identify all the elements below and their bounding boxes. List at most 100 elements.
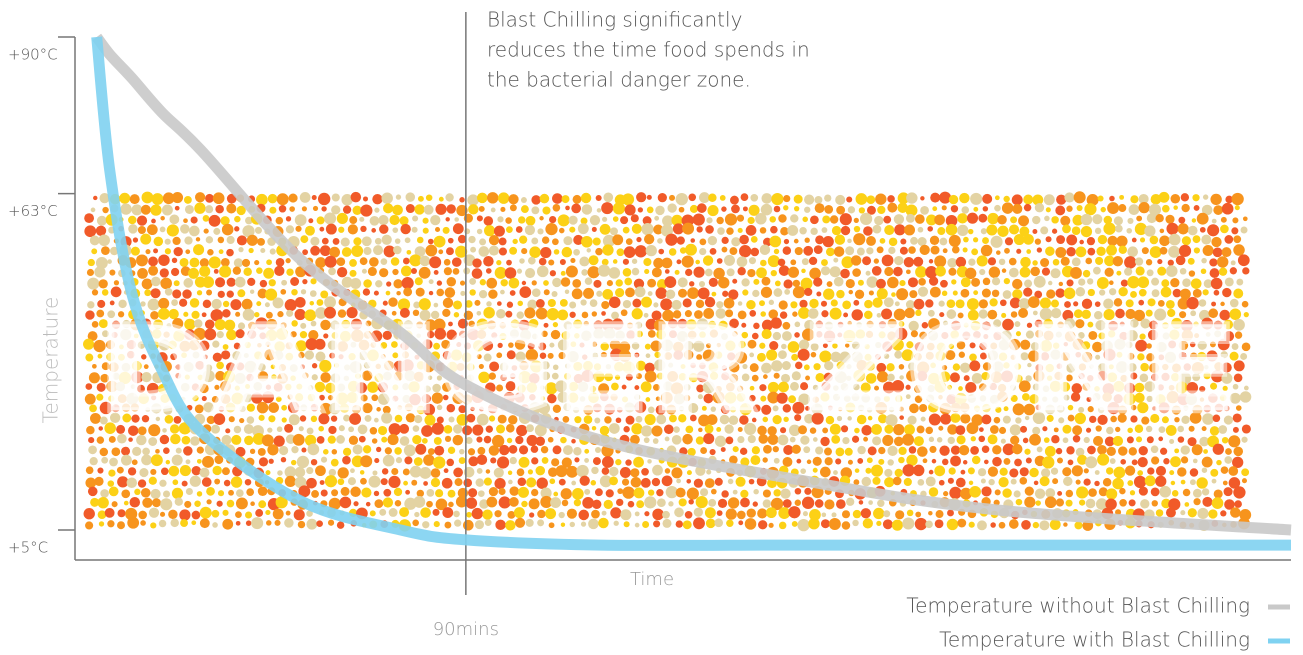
zone-dot [87,301,94,308]
zone-dot [291,446,298,453]
zone-dot [1086,499,1096,509]
zone-dot [813,277,822,286]
zone-dot [745,518,757,530]
zone-dot [495,520,505,530]
zone-dot [222,224,234,236]
zone-dot [369,476,381,488]
zone-dot [442,478,453,489]
zone-dot [238,247,243,252]
zone-dot [218,490,224,496]
zone-dot [783,457,793,467]
zone-dot [362,269,367,274]
zone-dot [477,229,482,234]
zone-dot [904,224,915,235]
zone-dot [215,205,224,214]
zone-dot [1240,353,1247,360]
zone-dot [1201,235,1211,245]
zone-dot [1192,218,1196,222]
zone-dot [852,520,858,526]
zone-dot [823,289,834,300]
zone-dot [1072,226,1081,235]
zone-dot [1032,260,1037,265]
zone-dot [1114,216,1123,225]
zone-dot [172,455,183,466]
zone-dot [542,457,549,464]
zone-dot [739,235,749,245]
zone-dot [310,237,319,246]
zone-dot [374,208,379,213]
zone-dot [519,236,527,244]
zone-dot [1009,224,1019,234]
zone-dot [566,265,578,277]
zone-dot [592,227,597,232]
zone-dot [485,519,492,526]
zone-dot [121,489,130,498]
zone-dot [824,448,832,456]
zone-dot [947,258,957,268]
zone-dot [636,237,641,242]
zone-dot [624,521,630,527]
zone-dot [915,214,925,224]
zone-dot [671,467,682,478]
zone-dot [740,498,750,508]
zone-dot [383,455,395,467]
zone-dot [392,269,398,275]
zone-dot [641,468,649,476]
zone-dot [737,267,745,275]
zone-dot [836,499,846,509]
zone-dot [717,258,723,264]
zone-dot [730,196,739,205]
zone-dot [1212,497,1224,509]
zone-dot [737,215,744,222]
zone-dot [989,266,1000,277]
zone-dot [235,277,246,288]
zone-dot [1060,216,1070,226]
zone-dot [589,255,599,265]
zone-dot [453,468,463,478]
zone-dot [360,478,367,485]
zone-dot [92,289,98,295]
zone-dot [280,289,286,295]
zone-dot [774,249,779,254]
zone-dot [662,258,673,269]
zone-dot [983,206,988,211]
zone-dot [324,212,336,224]
zone-dot [1081,214,1092,225]
zone-dot [138,479,146,487]
zone-dot [977,255,988,266]
zone-dot [569,216,578,225]
zone-dot [423,481,428,486]
zone-dot [483,256,494,267]
zone-dot [185,249,190,254]
zone-dot [615,288,624,297]
zone-dot [429,279,434,284]
zone-dot [171,268,179,276]
zone-dot [988,257,996,265]
zone-dot [584,489,590,495]
zone-dot [403,481,408,486]
zone-dot [891,292,896,297]
x-axis-label: Time [630,569,674,590]
zone-dot [519,286,531,298]
zone-dot [790,259,796,265]
zone-dot [1168,246,1180,258]
zone-dot [509,497,519,507]
zone-dot [1181,480,1186,485]
zone-dot [1124,256,1136,268]
zone-dot [863,518,873,528]
zone-dot [795,488,802,495]
zone-dot [1157,267,1166,276]
annotation: reduces the time food spends in [487,38,810,62]
zone-dot [907,510,914,517]
zone-dot [1240,391,1251,402]
zone-dot [405,237,411,243]
zone-dot [155,449,160,454]
zone-dot [1033,522,1039,528]
zone-dot [1051,468,1058,475]
zone-dot [321,489,328,496]
zone-dot [148,257,158,267]
zone-dot [973,237,978,242]
zone-dot [688,499,693,504]
zone-dot [373,245,383,255]
zone-dot [711,489,717,495]
